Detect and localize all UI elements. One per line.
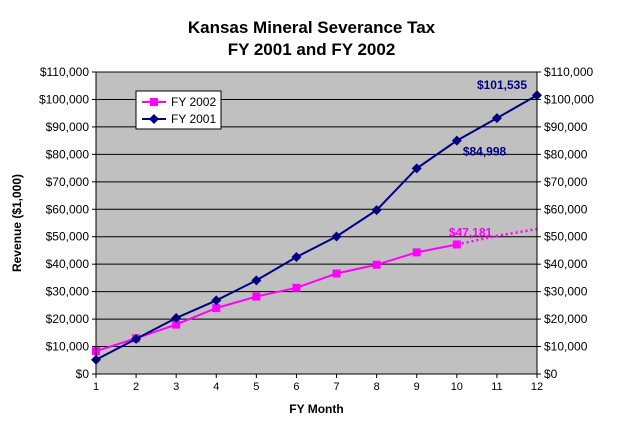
y-tick-label: $30,000 xyxy=(46,285,90,299)
data-point-fy-2002 xyxy=(172,320,181,329)
x-tick-label: 6 xyxy=(293,381,299,393)
data-point-fy-2002 xyxy=(292,283,301,292)
y-tick-label-right: $80,000 xyxy=(544,147,588,161)
data-point-fy-2001 xyxy=(371,205,382,216)
series-line-projection xyxy=(456,227,538,246)
y-tick-label: $40,000 xyxy=(46,257,90,271)
y-axis-label: Revenue ($1,000) xyxy=(10,174,24,272)
legend-label-fy-2002: FY 2002 xyxy=(171,95,216,109)
y-tick-label-right: $40,000 xyxy=(544,257,588,271)
x-tick-label: 12 xyxy=(531,381,543,393)
y-tick-label-right: $60,000 xyxy=(544,202,588,216)
data-point-fy-2002 xyxy=(332,269,341,278)
y-tick-label: $20,000 xyxy=(46,312,90,326)
y-tick-label-right: $10,000 xyxy=(544,340,588,354)
y-tick-label-right: $90,000 xyxy=(544,120,588,134)
chart-title: Kansas Mineral Severance Tax xyxy=(187,18,436,37)
y-tick-label: $50,000 xyxy=(46,230,90,244)
x-tick-label: 1 xyxy=(93,381,99,393)
data-point-fy-2001 xyxy=(211,295,222,306)
data-point-fy-2001 xyxy=(171,312,182,323)
chart-subtitle: FY 2001 and FY 2002 xyxy=(227,40,396,59)
legend-marker-fy-2002 xyxy=(150,98,158,106)
legend-label-fy-2001: FY 2001 xyxy=(171,112,216,126)
data-point-fy-2001 xyxy=(411,163,422,174)
y-tick-label-right: $110,000 xyxy=(544,65,593,79)
y-tick-label-right: $100,000 xyxy=(544,92,594,106)
y-tick-label: $60,000 xyxy=(46,202,90,216)
data-point-fy-2001 xyxy=(291,252,302,263)
x-tick-label: 7 xyxy=(333,381,339,393)
data-point-fy-2002 xyxy=(212,304,221,313)
data-point-fy-2001 xyxy=(451,135,462,146)
x-tick-label: 5 xyxy=(253,381,259,393)
x-axis-label: FY Month xyxy=(289,402,343,416)
y-tick-label: $100,000 xyxy=(39,92,89,106)
y-tick-label-right: $50,000 xyxy=(544,230,588,244)
legend-marker-fy-2001 xyxy=(149,114,159,124)
x-tick-label: 2 xyxy=(133,381,139,393)
y-tick-label-right: $20,000 xyxy=(544,312,588,326)
y-tick-label: $0 xyxy=(76,367,90,381)
y-tick-label: $70,000 xyxy=(46,175,90,189)
legend-box xyxy=(135,90,222,130)
data-label: $84,998 xyxy=(463,145,507,159)
data-point-fy-2001 xyxy=(331,231,342,242)
series-line-fy-2002 xyxy=(95,243,458,353)
x-tick-label: 3 xyxy=(173,381,179,393)
data-point-fy-2002 xyxy=(372,260,381,269)
data-point-fy-2002 xyxy=(452,240,461,249)
data-point-fy-2001 xyxy=(491,113,502,124)
x-tick-label: 11 xyxy=(491,381,502,393)
y-tick-label: $90,000 xyxy=(46,120,90,134)
y-tick-label-right: $0 xyxy=(544,367,558,381)
data-point-fy-2002 xyxy=(252,292,261,301)
y-tick-label-right: $70,000 xyxy=(544,175,588,189)
y-tick-label: $80,000 xyxy=(46,147,90,161)
x-tick-label: 10 xyxy=(451,381,463,393)
data-point-fy-2001 xyxy=(131,333,142,344)
y-tick-label: $110,000 xyxy=(40,65,89,79)
data-label: $47,181 xyxy=(449,225,493,239)
y-tick-label-right: $30,000 xyxy=(544,285,588,299)
x-tick-label: 8 xyxy=(374,381,380,393)
data-point-fy-2002 xyxy=(412,248,421,257)
data-point-fy-2001 xyxy=(251,275,262,286)
y-tick-label: $10,000 xyxy=(46,340,90,354)
x-tick-label: 9 xyxy=(414,381,420,393)
series-line-fy-2001 xyxy=(95,94,538,361)
x-tick-label: 4 xyxy=(213,381,219,393)
data-label: $101,535 xyxy=(477,78,527,92)
